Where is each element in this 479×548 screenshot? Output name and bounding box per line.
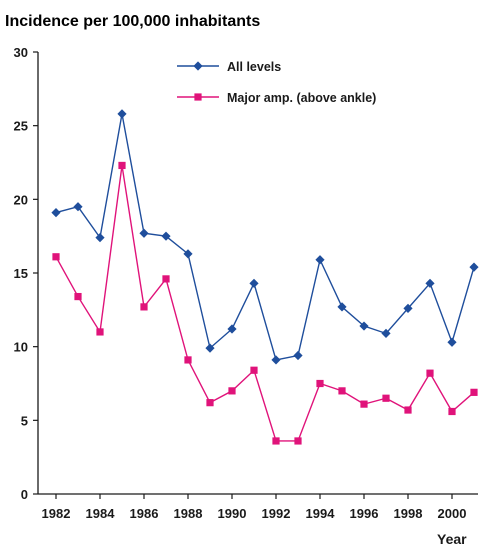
data-point (184, 356, 192, 364)
y-tick-label: 25 (14, 119, 28, 134)
data-point (359, 321, 369, 331)
y-ticks: 0 5 10 15 20 25 30 (14, 45, 38, 502)
x-tick-label: 1986 (130, 506, 159, 521)
y-tick-label: 20 (14, 192, 28, 207)
series-2 (52, 161, 478, 445)
legend-marker (193, 61, 203, 71)
y-tick-label: 30 (14, 45, 28, 60)
data-point (469, 262, 479, 272)
data-point (425, 278, 435, 288)
y-tick-label: 15 (14, 266, 28, 281)
data-point (162, 275, 170, 283)
x-ticks: 1982 1984 1986 1988 1990 1992 1994 1996 1998 2000 (42, 494, 467, 521)
data-point (206, 399, 214, 407)
chart-title: Incidence per 100,000 inhabitants (5, 13, 260, 30)
data-point (117, 109, 127, 119)
data-point (403, 303, 413, 313)
x-tick-label: 1982 (42, 506, 71, 521)
data-point (183, 249, 193, 259)
data-point (316, 379, 324, 388)
series-layer (51, 109, 479, 445)
data-point (205, 343, 215, 353)
x-tick-label: 1984 (86, 506, 116, 521)
data-point (447, 337, 457, 347)
data-point (426, 369, 434, 377)
legend-label: Major amp. (above ankle) (227, 91, 376, 105)
data-point (228, 387, 236, 395)
legend-item: All levels (177, 60, 281, 74)
x-tick-label: 1996 (350, 506, 379, 521)
x-tick-label: 1992 (262, 506, 291, 521)
data-point (96, 328, 104, 336)
x-axis-label: Year (437, 531, 467, 547)
data-point (293, 350, 303, 361)
data-point (337, 302, 347, 312)
y-tick-label: 0 (21, 487, 28, 502)
legend: All levels Major amp. (above ankle) (177, 60, 376, 105)
data-point (404, 406, 412, 414)
x-tick-label: 1990 (218, 506, 247, 521)
series-1 (51, 109, 479, 365)
y-tick-label: 10 (14, 340, 28, 355)
data-point (139, 228, 149, 238)
data-point (249, 278, 259, 288)
data-point (271, 355, 281, 365)
data-point (338, 387, 346, 395)
data-point (272, 437, 280, 445)
data-point (294, 437, 302, 445)
data-point (381, 328, 391, 339)
series-line (55, 113, 475, 361)
legend-marker (194, 93, 202, 101)
data-point (73, 202, 83, 212)
x-tick-label: 1998 (394, 506, 423, 521)
data-point (250, 366, 258, 374)
data-point (470, 388, 478, 396)
x-tick-label: 2000 (438, 506, 467, 521)
legend-item: Major amp. (above ankle) (177, 91, 376, 105)
x-tick-label: 1994 (306, 506, 336, 521)
data-point (52, 253, 60, 261)
data-point (360, 400, 368, 408)
data-point (118, 161, 126, 170)
data-point (74, 292, 82, 301)
data-point (95, 233, 105, 243)
data-point (315, 255, 325, 265)
data-point (140, 303, 148, 311)
y-tick-label: 5 (21, 413, 28, 428)
legend-label: All levels (227, 60, 281, 74)
data-point (227, 324, 237, 334)
data-point (51, 207, 61, 218)
data-point (161, 231, 171, 241)
series-line (55, 165, 475, 442)
data-point (382, 394, 390, 402)
x-tick-label: 1988 (174, 506, 203, 521)
data-point (448, 407, 456, 416)
